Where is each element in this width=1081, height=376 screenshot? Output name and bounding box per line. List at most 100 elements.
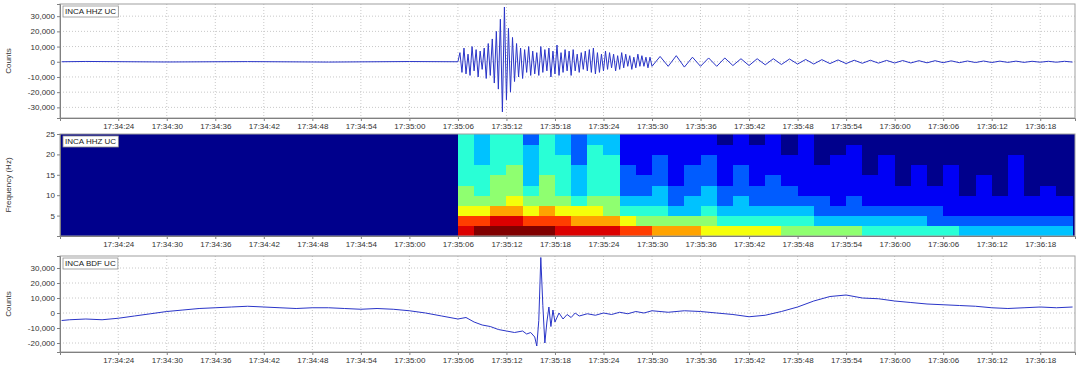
heatmap-cell xyxy=(458,165,475,176)
heatmap-cell xyxy=(587,154,604,165)
y-tick-label: 0 xyxy=(51,309,56,318)
heatmap-cell xyxy=(830,205,847,216)
heatmap-cell xyxy=(1040,134,1057,145)
heatmap-cell xyxy=(539,205,556,216)
x-tick: 17:35:42 xyxy=(734,352,766,365)
panel: 17:34:2417:34:3017:34:3617:34:4217:34:48… xyxy=(4,130,1076,249)
heatmap-cell xyxy=(765,226,782,236)
x-tick-mark xyxy=(1040,118,1041,121)
x-tick-label: 17:34:36 xyxy=(200,240,232,249)
heatmap-cell xyxy=(927,165,944,176)
x-tick: 17:36:18 xyxy=(1025,118,1057,131)
heatmap-cell xyxy=(765,195,782,206)
heatmap-cell xyxy=(490,165,507,176)
x-axis: 17:34:2417:34:3017:34:3617:34:4217:34:48… xyxy=(61,118,1076,131)
heatmap-cell xyxy=(911,226,928,236)
x-tick-label: 17:36:18 xyxy=(1025,122,1057,131)
heatmap-cell xyxy=(765,205,782,216)
heatmap-cell xyxy=(717,226,734,236)
y-tick-label: 20 xyxy=(46,150,55,159)
grid-line-x xyxy=(118,4,119,118)
x-tick: 17:34:54 xyxy=(346,118,378,131)
heatmap-cell xyxy=(878,165,895,176)
heatmap-cell xyxy=(798,185,815,196)
x-tick-mark xyxy=(992,118,993,121)
heatmap-cell xyxy=(895,175,912,186)
x-tick: 17:35:30 xyxy=(637,236,669,249)
heatmap-cell xyxy=(862,226,879,236)
heatmap-cell xyxy=(701,134,718,145)
x-tick: 17:35:00 xyxy=(394,352,426,365)
heatmap-cell xyxy=(814,165,831,176)
x-tick: 17:34:42 xyxy=(249,118,281,131)
chart-container: 17:34:2417:34:3017:34:3617:34:4217:34:48… xyxy=(0,0,1081,376)
x-tick: 17:35:18 xyxy=(540,236,572,249)
heatmap-cell xyxy=(668,175,685,186)
grid-line-x xyxy=(215,4,216,118)
x-tick: 17:35:24 xyxy=(588,352,620,365)
y-tick: 0 xyxy=(51,309,60,318)
grid-line-x xyxy=(894,256,895,352)
x-tick-mark xyxy=(361,236,362,239)
heatmap-cell xyxy=(1024,216,1041,227)
heatmap-cell xyxy=(1024,195,1041,206)
x-tick: 17:35:42 xyxy=(734,118,766,131)
x-tick: 17:36:00 xyxy=(880,236,912,249)
x-tick: 17:35:36 xyxy=(685,352,717,365)
heatmap-cell xyxy=(814,195,831,206)
x-tick-label: 17:35:42 xyxy=(734,122,766,131)
heatmap-cell xyxy=(652,216,669,227)
heatmap-cell xyxy=(846,226,863,236)
x-tick: 17:35:06 xyxy=(443,118,475,131)
x-tick-label: 17:35:18 xyxy=(540,122,572,131)
y-tick: -30,000 xyxy=(28,103,60,112)
x-tick-mark xyxy=(312,236,313,239)
heatmap-cell xyxy=(523,154,540,165)
grid-line-x xyxy=(360,4,361,118)
y-tick-label: 20,000 xyxy=(31,27,56,36)
y-tick-mark xyxy=(57,195,60,196)
y-tick: 0 xyxy=(51,58,60,67)
y-tick-mark xyxy=(57,175,60,176)
x-tick-label: 17:35:06 xyxy=(443,240,475,249)
x-tick-label: 17:35:12 xyxy=(491,240,523,249)
heatmap-cell xyxy=(1040,185,1057,196)
heatmap-cell xyxy=(895,216,912,227)
heatmap-cell xyxy=(539,175,556,186)
heatmap-cell xyxy=(458,134,475,145)
y-axis-title: Frequency (Hz) xyxy=(4,157,13,212)
y-tick: 20,000 xyxy=(31,27,60,36)
heatmap-cell xyxy=(620,185,637,196)
heatmap-cell xyxy=(587,195,604,206)
chart-svg: 17:34:2417:34:3017:34:3617:34:4217:34:48… xyxy=(0,0,1081,376)
heatmap-cell xyxy=(911,134,928,145)
heatmap-cell xyxy=(717,134,734,145)
heatmap-cell xyxy=(620,154,637,165)
heatmap-cell xyxy=(587,205,604,216)
heatmap-cell xyxy=(959,154,976,165)
heatmap-cell xyxy=(1024,165,1041,176)
heatmap-cell xyxy=(668,226,685,236)
x-tick-label: 17:36:00 xyxy=(880,122,912,131)
x-tick: 17:34:54 xyxy=(346,352,378,365)
heatmap-cell xyxy=(571,226,588,236)
x-tick-label: 17:34:24 xyxy=(103,122,135,131)
heatmap-cell xyxy=(765,144,782,155)
x-tick: 17:35:36 xyxy=(685,118,717,131)
grid-line-x xyxy=(554,4,555,118)
heatmap-cell xyxy=(539,144,556,155)
heatmap-cell xyxy=(652,165,669,176)
heatmap-cell xyxy=(539,165,556,176)
x-tick-mark xyxy=(409,236,410,239)
grid-line-x xyxy=(1040,256,1041,352)
heatmap-cell xyxy=(1056,226,1073,236)
heatmap-cell xyxy=(603,185,620,196)
heatmap-cell xyxy=(733,226,750,236)
heatmap-cell xyxy=(603,205,620,216)
heatmap-cell xyxy=(571,205,588,216)
x-tick-mark xyxy=(895,352,896,355)
x-tick-mark xyxy=(118,352,119,355)
heatmap-cell xyxy=(523,165,540,176)
heatmap-cell xyxy=(684,144,701,155)
heatmap-cell xyxy=(620,165,637,176)
